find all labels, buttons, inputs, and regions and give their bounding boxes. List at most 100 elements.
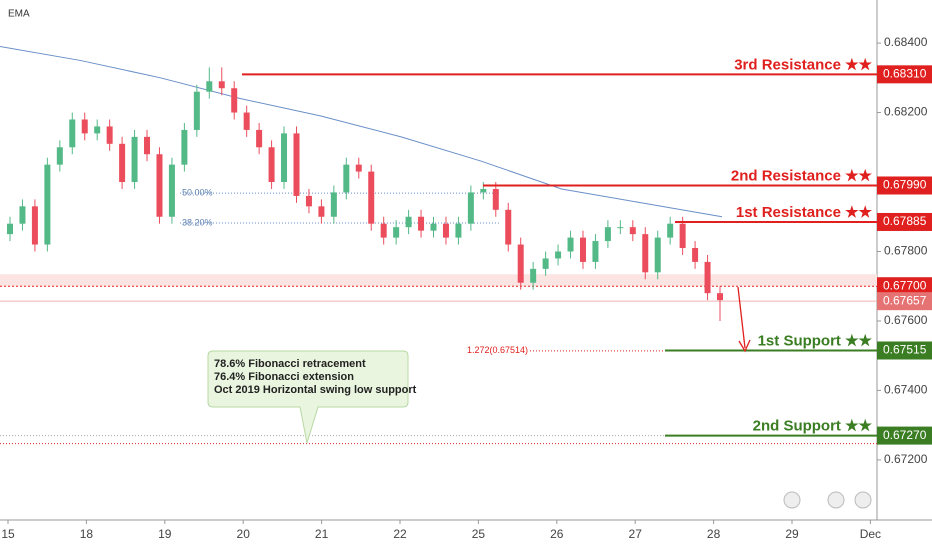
candle-body	[168, 164, 175, 217]
fib-label: 38.20%	[182, 217, 213, 227]
y-tick-label: 0.67200	[884, 452, 928, 466]
event-icon[interactable]	[854, 491, 872, 509]
candle-body	[156, 154, 163, 217]
candle-body	[355, 164, 362, 172]
candle-body	[343, 164, 350, 193]
y-tick-label: 0.67600	[884, 313, 928, 327]
y-tick-label: 0.68400	[884, 35, 928, 49]
pivot-label: 0.67700	[883, 278, 927, 292]
x-tick-label: 26	[550, 527, 564, 541]
candle-body	[281, 133, 288, 183]
candle-body	[629, 227, 636, 235]
x-tick-label: 29	[785, 527, 799, 541]
level-label: 0.67515	[883, 343, 927, 357]
x-tick-label: 25	[472, 527, 486, 541]
candle-body	[579, 237, 586, 262]
candle-body	[455, 223, 462, 238]
extension-label: 1.272(0.67514)	[467, 345, 528, 355]
candle-body	[31, 206, 38, 245]
candle-body	[293, 133, 300, 196]
candle-body	[256, 129, 263, 148]
plot: 0.684000.682000.680000.678000.676000.674…	[0, 35, 932, 541]
x-tick-label: 21	[315, 527, 329, 541]
candle-body	[44, 164, 51, 245]
candle-body	[418, 216, 425, 231]
level-name: 1st Resistance ★★	[736, 204, 873, 221]
candle-body	[131, 136, 138, 183]
candle-body	[106, 126, 113, 144]
candle-body	[243, 112, 250, 130]
candle-body	[368, 171, 375, 224]
candle-body	[517, 244, 524, 283]
candle-body	[505, 209, 512, 245]
candle-body	[679, 223, 686, 249]
candle-body	[218, 81, 225, 89]
candle-body	[19, 206, 26, 224]
candle-body	[181, 129, 188, 165]
arrow	[737, 286, 746, 349]
candle-body	[305, 195, 312, 207]
candle-body	[567, 237, 574, 252]
level-name: 1st Support ★★	[758, 332, 873, 349]
candle-body	[193, 91, 200, 130]
pivot-zone	[0, 274, 877, 287]
candle-body	[530, 268, 537, 283]
candle-body	[330, 192, 337, 217]
fib-label: 50.00%	[182, 188, 213, 198]
level-label: 0.67885	[883, 214, 927, 228]
level-box	[877, 212, 932, 231]
level-name: 3rd Resistance ★★	[734, 56, 872, 73]
candle-body	[542, 258, 549, 269]
candle-body	[480, 188, 487, 193]
candle-body	[717, 293, 723, 301]
candle-body	[442, 223, 449, 238]
candle-body	[492, 188, 499, 210]
y-tick-label: 0.67400	[884, 383, 928, 397]
last-price-label: 0.67657	[883, 293, 927, 307]
candle-body	[430, 223, 437, 231]
pivot-box	[877, 277, 932, 296]
x-tick-label: 15	[1, 527, 15, 541]
candle-body	[318, 206, 325, 217]
y-tick-label: 0.68200	[884, 105, 928, 119]
level-box	[877, 176, 932, 195]
event-icon[interactable]	[783, 491, 801, 509]
level-box	[877, 341, 932, 360]
x-tick-label: 19	[158, 527, 172, 541]
annotation-text: 78.6% Fibonacci retracement	[214, 358, 366, 370]
indicator-label: EMA	[8, 9, 30, 20]
candle-body	[380, 223, 387, 238]
x-tick-label: 20	[237, 527, 251, 541]
annotation-text: Oct 2019 Horizontal swing low support	[214, 384, 417, 396]
candle-body	[231, 88, 238, 113]
candle-body	[555, 251, 562, 259]
candle-body	[667, 223, 674, 238]
annotation-text: 76.4% Fibonacci extension	[214, 371, 354, 383]
candle-body	[704, 261, 711, 294]
ema-line	[0, 46, 723, 218]
candle-body	[467, 192, 474, 224]
x-tick-label: 27	[629, 527, 643, 541]
candle-body	[393, 227, 400, 238]
last-price-box	[877, 292, 932, 311]
candle-body	[654, 237, 661, 273]
x-tick-label: 22	[393, 527, 407, 541]
candle-body	[119, 143, 126, 183]
level-box	[877, 65, 932, 84]
candle-body	[617, 227, 624, 229]
candle-body	[405, 216, 412, 228]
x-tick-label: 18	[80, 527, 94, 541]
level-label: 0.68310	[883, 67, 927, 81]
candle-body	[7, 223, 13, 235]
arrow-head	[738, 339, 751, 353]
level-box	[877, 426, 932, 445]
event-icon[interactable]	[827, 491, 845, 509]
candle-body	[81, 119, 88, 134]
candle-body	[692, 248, 699, 262]
candle-body	[604, 227, 611, 242]
candle-body	[94, 126, 101, 134]
level-label: 0.67990	[883, 178, 927, 192]
level-name: 2nd Resistance ★★	[731, 167, 873, 184]
candle-body	[642, 234, 649, 273]
